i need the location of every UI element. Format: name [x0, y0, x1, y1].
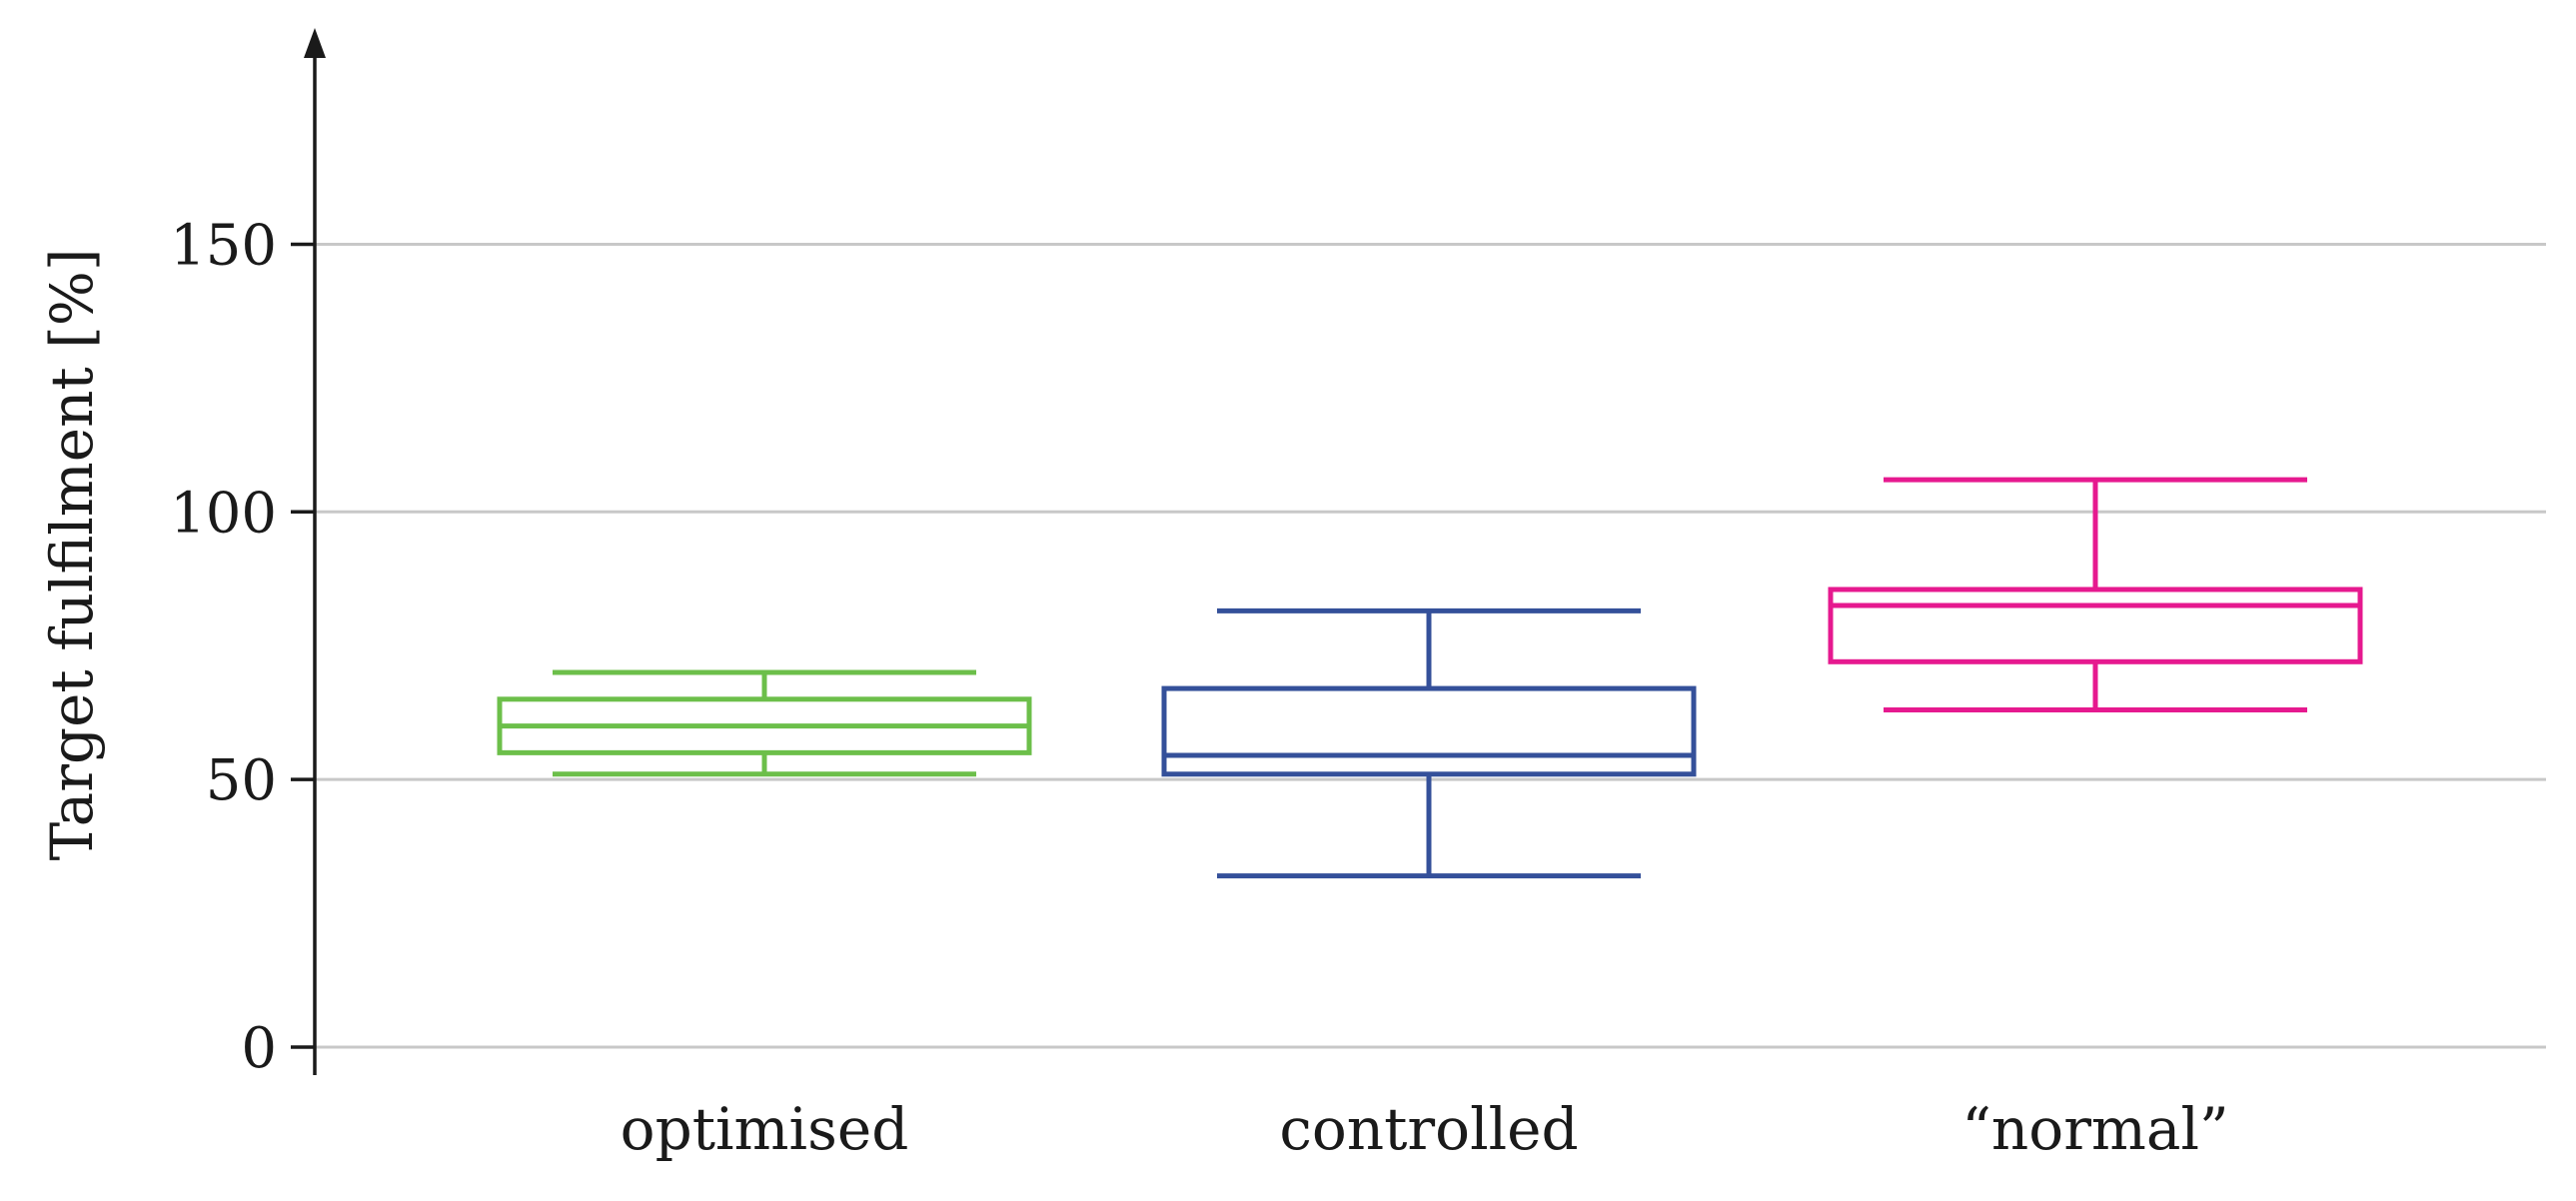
y-axis: 0 50 100 150 — [170, 28, 326, 1081]
y-axis-title: Target fulfilment [%] — [38, 248, 106, 860]
y-tick-label: 50 — [206, 748, 277, 813]
x-category-label: “normal” — [1961, 1095, 2228, 1163]
box-3 — [1828, 477, 2363, 713]
boxes-layer — [497, 477, 2363, 879]
grid-lines — [315, 242, 2546, 1049]
y-axis-arrow — [304, 28, 326, 58]
iqr-box — [1161, 685, 1697, 777]
box-2 — [1161, 607, 1697, 879]
y-tick-label: 100 — [170, 481, 277, 546]
box-1 — [497, 669, 1032, 777]
x-category-label: controlled — [1279, 1095, 1578, 1163]
iqr-box — [1828, 587, 2363, 664]
x-category-label: optimised — [621, 1095, 909, 1163]
y-tick-label: 150 — [170, 213, 277, 278]
x-axis-labels: optimised controlled “normal” — [621, 1095, 2229, 1163]
y-tick-label: 0 — [241, 1016, 277, 1081]
